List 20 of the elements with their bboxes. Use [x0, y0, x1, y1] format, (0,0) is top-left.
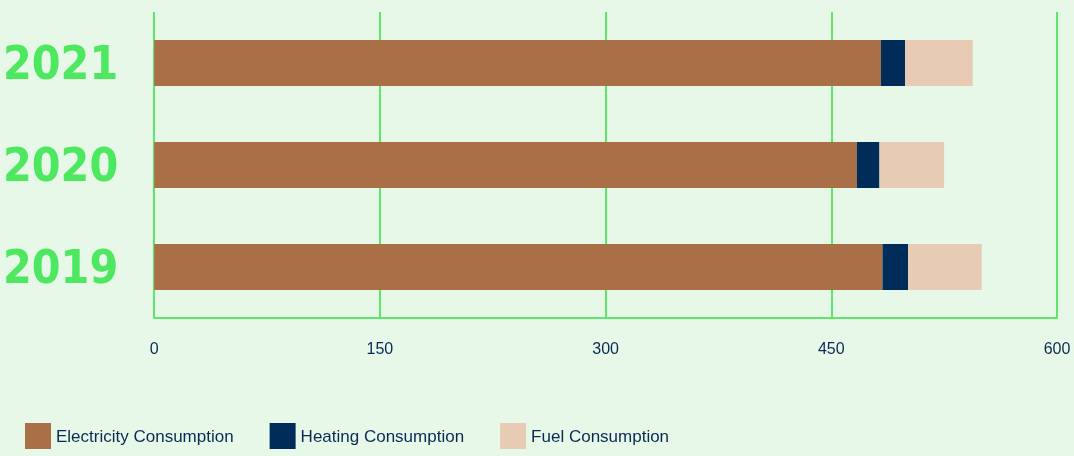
y-tick-label: 2020 [2, 138, 119, 192]
x-tick-label: 150 [366, 339, 394, 357]
y-tick-label: 2021 [2, 36, 119, 90]
bar [905, 40, 973, 86]
bar [880, 40, 906, 86]
bar [856, 142, 880, 188]
legend-label: Heating Consumption [300, 426, 465, 446]
y-tick-label: 2019 [2, 240, 119, 294]
legend-label: Electricity Consumption [56, 426, 234, 446]
x-tick-label: 0 [149, 339, 159, 357]
bar [154, 142, 857, 188]
bar [879, 142, 945, 188]
bar [908, 244, 982, 290]
x-tick-label: 450 [817, 339, 845, 357]
x-tick-label: 300 [592, 339, 620, 357]
x-tick-label: 600 [1043, 339, 1071, 357]
bar [154, 40, 881, 86]
bar [154, 244, 883, 290]
legend-label: Fuel Consumption [531, 426, 670, 446]
bar [882, 244, 909, 290]
